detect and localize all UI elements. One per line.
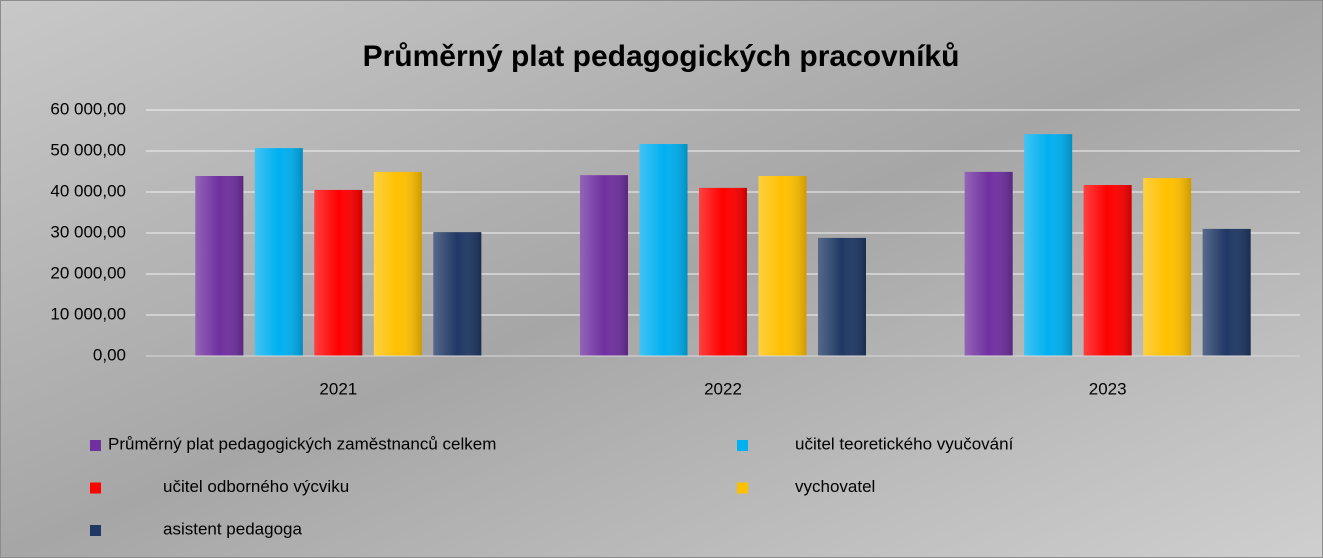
legend-marker (737, 440, 748, 451)
legend-marker (90, 525, 101, 536)
legend-label: vychovatel (795, 477, 875, 496)
bar (964, 171, 1013, 356)
x-tick-label: 2021 (319, 379, 357, 398)
legend-label: učitel odborného výcviku (163, 477, 349, 496)
x-tick-label: 2023 (1089, 379, 1127, 398)
y-tick-label: 50 000,00 (50, 140, 126, 159)
bar (1024, 134, 1073, 356)
bar (195, 176, 244, 356)
bar (818, 237, 866, 356)
y-tick-label: 30 000,00 (50, 222, 126, 241)
legend-label: asistent pedagoga (163, 519, 302, 538)
y-tick-label: 60 000,00 (50, 99, 126, 118)
legend-marker (737, 482, 748, 494)
bar (433, 232, 482, 356)
legend-marker (90, 482, 101, 494)
y-tick-label: 20 000,00 (50, 263, 126, 282)
bar (639, 144, 688, 356)
legend-label: Průměrný plat pedagogických zaměstnanců … (108, 434, 496, 453)
bar (1143, 178, 1192, 356)
y-tick-label: 0,00 (93, 345, 126, 364)
bar (699, 187, 747, 356)
bar (1083, 185, 1132, 356)
bar (373, 171, 422, 356)
x-tick-label: 2022 (704, 379, 742, 398)
y-tick-label: 10 000,00 (50, 304, 126, 323)
bar (254, 148, 303, 356)
bar (1202, 228, 1251, 356)
chart-title: Průměrný plat pedagogických pracovníků (363, 40, 960, 73)
legend-label: učitel teoretického vyučování (795, 434, 1014, 453)
legend-marker (90, 440, 101, 451)
bar (758, 176, 807, 356)
bar (580, 175, 628, 356)
bar (314, 189, 363, 356)
y-tick-label: 40 000,00 (50, 181, 126, 200)
